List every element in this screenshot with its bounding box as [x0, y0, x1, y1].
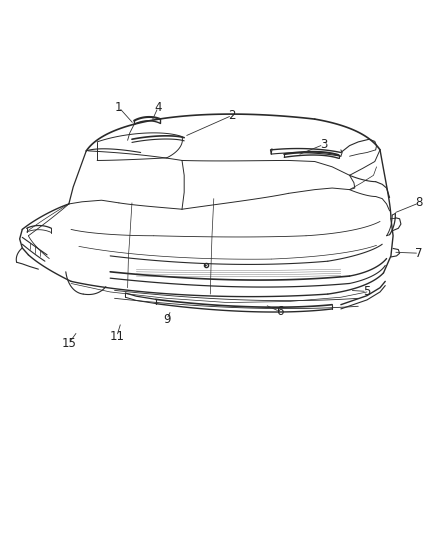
Text: ✦: ✦ — [204, 263, 208, 268]
Text: 2: 2 — [228, 109, 236, 122]
Text: 4: 4 — [154, 101, 162, 114]
Text: 8: 8 — [416, 196, 423, 209]
Text: 11: 11 — [109, 330, 124, 343]
Text: 3: 3 — [320, 138, 327, 151]
Text: 7: 7 — [416, 247, 423, 260]
Text: 1: 1 — [115, 101, 123, 114]
Text: 6: 6 — [276, 305, 284, 318]
Text: 9: 9 — [163, 313, 170, 326]
Text: 15: 15 — [61, 337, 76, 350]
Text: 5: 5 — [363, 285, 371, 298]
